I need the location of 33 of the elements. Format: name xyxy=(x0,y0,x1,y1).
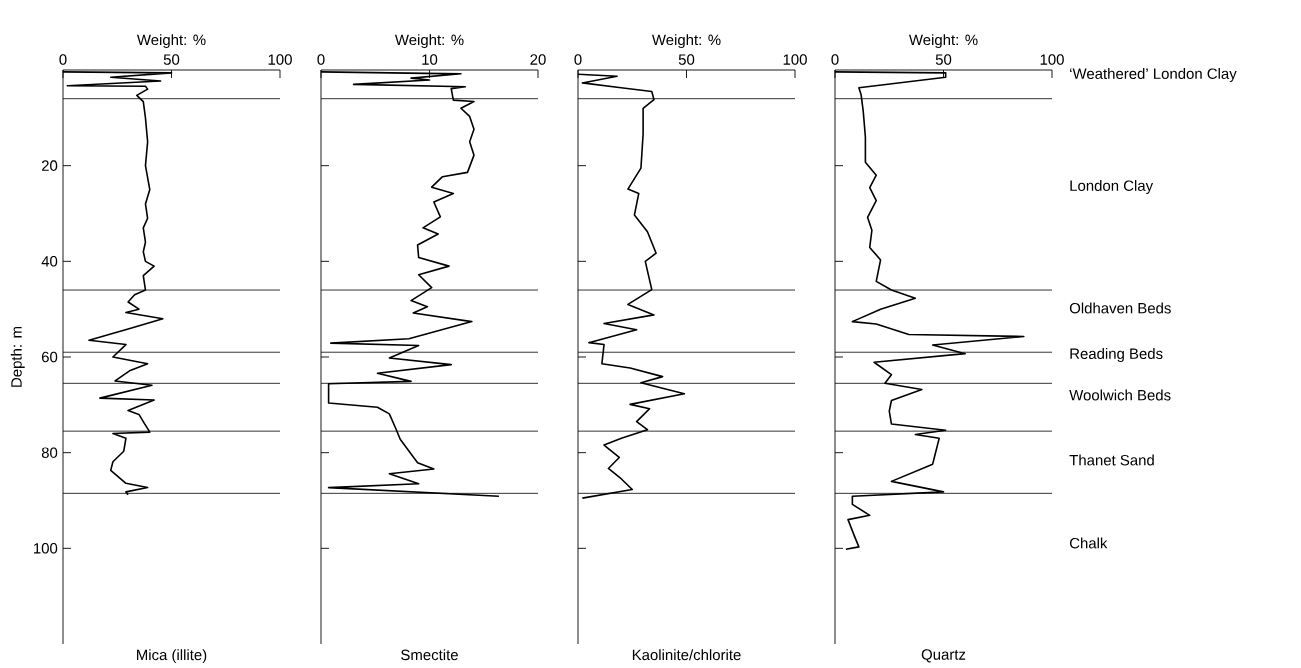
text: Smectite xyxy=(401,649,458,661)
x-tick-label: 0 xyxy=(59,54,67,65)
x-tick-label: 0 xyxy=(574,54,582,65)
text: London Clay xyxy=(1070,180,1154,194)
y-tick-label: 60 xyxy=(41,351,58,363)
text: Chalk xyxy=(1069,537,1108,549)
x-axis-title: Weight: % xyxy=(908,34,978,49)
x-tick-label: 50 xyxy=(678,54,695,65)
x-tick-label: 10 xyxy=(422,54,438,65)
text: Oldhaven Beds xyxy=(1069,302,1171,314)
x-tick-label: 100 xyxy=(1040,54,1064,65)
x-tick-label: 0 xyxy=(317,54,325,65)
x-tick-label: 20 xyxy=(530,54,546,65)
x-axis-title: Weight: % xyxy=(394,34,464,49)
text: Kaolinite/chlorite xyxy=(632,649,741,661)
text: ‘Weathered’ London Clay xyxy=(1070,68,1237,82)
y-tick-label: 40 xyxy=(41,256,58,267)
text: Thanet Sand xyxy=(1069,454,1154,466)
x-tick-label: 50 xyxy=(935,54,952,65)
y-axis-title: Depth: m xyxy=(10,327,25,387)
text: Mica (illite) xyxy=(137,649,207,664)
y-tick-label: 100 xyxy=(34,543,58,554)
x-tick-label: 100 xyxy=(268,54,292,65)
x-axis-title: Weight: % xyxy=(136,34,206,49)
x-tick-label: 100 xyxy=(783,54,807,65)
x-axis-title: Weight: % xyxy=(651,34,721,49)
text: Reading Beds xyxy=(1070,348,1163,362)
y-tick-label: 80 xyxy=(41,447,58,458)
text: Woolwich Beds xyxy=(1069,389,1171,401)
x-tick-label: 50 xyxy=(163,54,180,65)
y-tick-label: 20 xyxy=(41,160,58,171)
text: Quartz xyxy=(921,649,966,663)
x-tick-label: 0 xyxy=(831,54,839,65)
